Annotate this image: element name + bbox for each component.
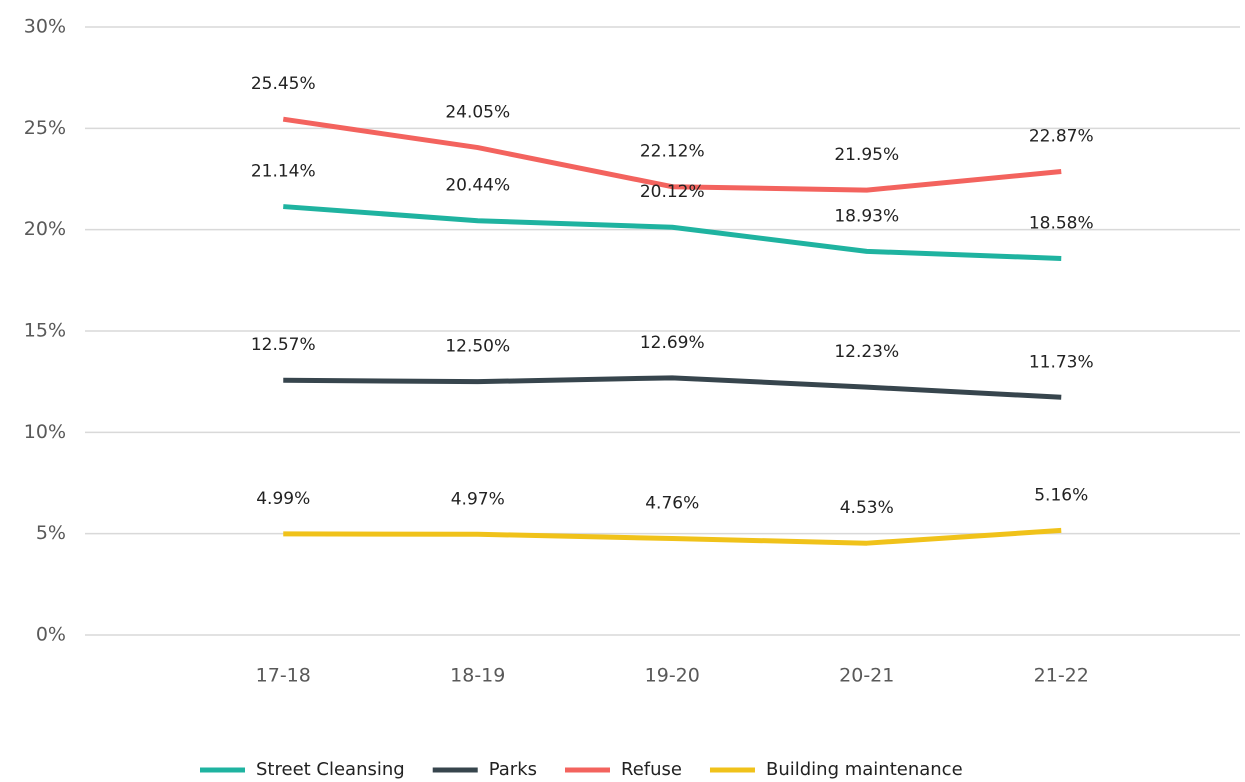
- x-tick-label: 19-20: [645, 665, 700, 687]
- data-label: 4.76%: [645, 494, 699, 514]
- data-label: 12.57%: [251, 335, 316, 355]
- legend-label: Building maintenance: [766, 759, 963, 780]
- y-tick-label: 5%: [36, 522, 66, 544]
- data-label: 18.58%: [1029, 213, 1094, 233]
- data-label: 5.16%: [1034, 485, 1088, 505]
- data-label: 4.99%: [256, 489, 310, 509]
- data-label: 20.44%: [445, 176, 510, 196]
- data-label: 4.53%: [840, 498, 894, 518]
- series-line: [283, 204, 1062, 261]
- x-tick-label: 18-19: [450, 665, 505, 687]
- data-label: 25.45%: [251, 74, 316, 94]
- data-label: 12.50%: [445, 337, 510, 357]
- y-tick-label: 30%: [24, 16, 66, 38]
- data-label: 21.14%: [251, 162, 316, 182]
- y-tick-label: 10%: [24, 421, 66, 443]
- y-tick-label: 25%: [24, 117, 66, 139]
- y-tick-label: 20%: [24, 218, 66, 240]
- series-line: [282, 116, 1062, 193]
- series-line: [283, 527, 1062, 546]
- data-label: 18.93%: [834, 206, 899, 226]
- legend-label: Refuse: [621, 759, 682, 780]
- data-label: 24.05%: [445, 103, 510, 123]
- data-label: 20.12%: [640, 182, 705, 202]
- data-label: 22.12%: [640, 142, 705, 162]
- x-tick-label: 21-22: [1034, 665, 1089, 687]
- x-tick-label: 20-21: [839, 665, 894, 687]
- y-tick-label: 0%: [36, 624, 66, 646]
- data-label: 22.87%: [1029, 127, 1094, 147]
- legend-label: Parks: [489, 759, 537, 780]
- x-tick-label: 17-18: [256, 665, 311, 687]
- data-label: 12.69%: [640, 333, 705, 353]
- data-label: 4.97%: [451, 489, 505, 509]
- data-label: 21.95%: [834, 145, 899, 165]
- y-tick-label: 15%: [24, 320, 66, 342]
- data-label: 12.23%: [834, 342, 899, 362]
- series-line: [283, 375, 1062, 400]
- legend-label: Street Cleansing: [256, 759, 405, 780]
- data-label: 11.73%: [1029, 352, 1094, 372]
